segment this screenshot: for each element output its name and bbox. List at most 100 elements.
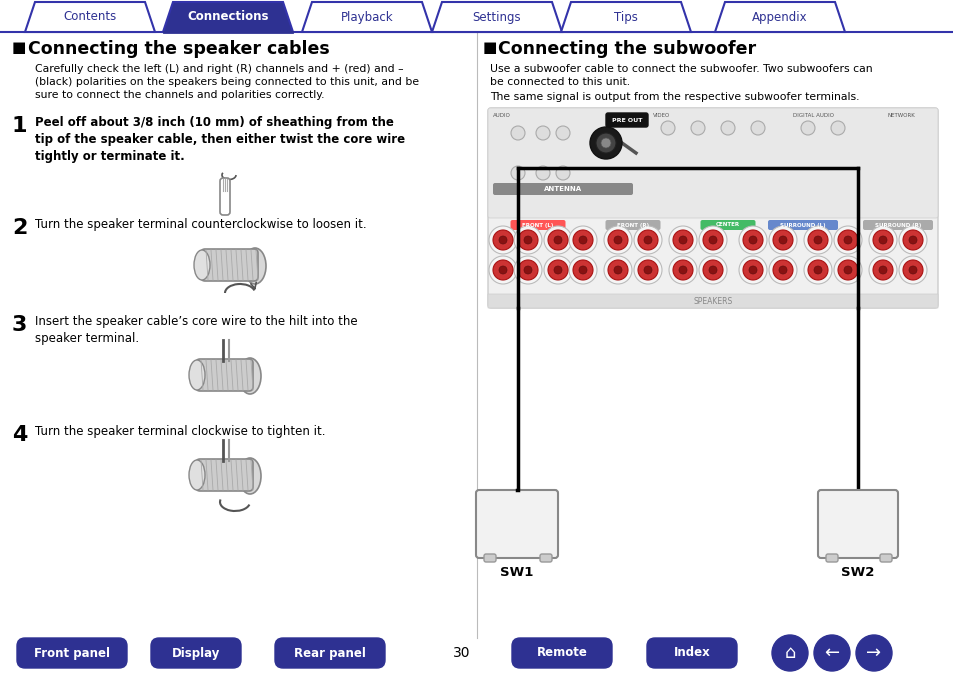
Text: Peel off about 3/8 inch (10 mm) of sheathing from the
tip of the speaker cable, : Peel off about 3/8 inch (10 mm) of sheat… bbox=[35, 116, 405, 163]
FancyBboxPatch shape bbox=[476, 490, 558, 558]
Circle shape bbox=[568, 226, 597, 254]
Circle shape bbox=[573, 260, 593, 280]
Text: 3: 3 bbox=[12, 315, 28, 335]
Circle shape bbox=[556, 126, 569, 140]
Text: SURROUND (R): SURROUND (R) bbox=[874, 223, 921, 227]
Circle shape bbox=[511, 166, 524, 180]
Circle shape bbox=[898, 226, 926, 254]
Text: 30: 30 bbox=[453, 646, 470, 660]
Circle shape bbox=[547, 230, 567, 250]
Circle shape bbox=[843, 236, 851, 244]
FancyBboxPatch shape bbox=[195, 459, 253, 491]
Text: Rear panel: Rear panel bbox=[294, 647, 366, 660]
Circle shape bbox=[868, 256, 896, 284]
Polygon shape bbox=[163, 2, 293, 32]
Circle shape bbox=[872, 260, 892, 280]
FancyBboxPatch shape bbox=[151, 638, 241, 668]
FancyBboxPatch shape bbox=[17, 638, 127, 668]
FancyBboxPatch shape bbox=[817, 490, 897, 558]
FancyBboxPatch shape bbox=[201, 249, 257, 281]
Circle shape bbox=[607, 260, 627, 280]
Text: SW1: SW1 bbox=[499, 566, 533, 579]
FancyBboxPatch shape bbox=[220, 178, 230, 215]
Ellipse shape bbox=[189, 360, 205, 390]
Circle shape bbox=[855, 635, 891, 671]
Circle shape bbox=[739, 226, 766, 254]
Circle shape bbox=[690, 121, 704, 135]
FancyBboxPatch shape bbox=[879, 554, 891, 562]
Circle shape bbox=[833, 256, 862, 284]
Text: CENTER: CENTER bbox=[715, 223, 740, 227]
Text: PRE OUT: PRE OUT bbox=[611, 118, 641, 122]
Circle shape bbox=[578, 236, 586, 244]
Circle shape bbox=[547, 260, 567, 280]
Circle shape bbox=[748, 266, 757, 274]
Circle shape bbox=[813, 266, 821, 274]
Text: VIDEO: VIDEO bbox=[652, 113, 670, 118]
Circle shape bbox=[908, 236, 916, 244]
Circle shape bbox=[489, 226, 517, 254]
Circle shape bbox=[739, 256, 766, 284]
FancyBboxPatch shape bbox=[493, 183, 633, 195]
Circle shape bbox=[638, 230, 658, 250]
Circle shape bbox=[511, 126, 524, 140]
Circle shape bbox=[523, 236, 532, 244]
Circle shape bbox=[556, 166, 569, 180]
Ellipse shape bbox=[193, 250, 210, 280]
Text: Tips: Tips bbox=[614, 11, 638, 24]
Text: ANTENNA: ANTENNA bbox=[543, 186, 581, 192]
Circle shape bbox=[803, 256, 831, 284]
FancyBboxPatch shape bbox=[483, 554, 496, 562]
Text: Front panel: Front panel bbox=[34, 647, 110, 660]
Circle shape bbox=[830, 121, 844, 135]
Circle shape bbox=[498, 236, 506, 244]
FancyBboxPatch shape bbox=[646, 638, 737, 668]
Text: Turn the speaker terminal counterclockwise to loosen it.: Turn the speaker terminal counterclockwi… bbox=[35, 218, 366, 231]
Circle shape bbox=[699, 226, 726, 254]
Text: AUDIO: AUDIO bbox=[493, 113, 511, 118]
FancyBboxPatch shape bbox=[488, 108, 937, 308]
Circle shape bbox=[902, 260, 923, 280]
Circle shape bbox=[493, 230, 513, 250]
Circle shape bbox=[489, 256, 517, 284]
Text: →: → bbox=[865, 644, 881, 662]
Text: Display: Display bbox=[172, 647, 220, 660]
Circle shape bbox=[660, 121, 675, 135]
Text: FRONT (R): FRONT (R) bbox=[617, 223, 648, 227]
FancyBboxPatch shape bbox=[488, 294, 937, 308]
Text: SW2: SW2 bbox=[841, 566, 874, 579]
Circle shape bbox=[807, 260, 827, 280]
Circle shape bbox=[779, 266, 786, 274]
Circle shape bbox=[600, 138, 610, 148]
Circle shape bbox=[607, 230, 627, 250]
Text: Playback: Playback bbox=[340, 11, 393, 24]
Polygon shape bbox=[25, 2, 154, 32]
Circle shape bbox=[801, 121, 814, 135]
Text: Remote: Remote bbox=[536, 647, 587, 660]
Text: Use a subwoofer cable to connect the subwoofer. Two subwoofers can
be connected : Use a subwoofer cable to connect the sub… bbox=[490, 64, 872, 87]
Text: 1: 1 bbox=[12, 116, 28, 136]
Circle shape bbox=[672, 230, 692, 250]
FancyBboxPatch shape bbox=[825, 554, 837, 562]
Polygon shape bbox=[432, 2, 561, 32]
Circle shape bbox=[898, 256, 926, 284]
Circle shape bbox=[908, 266, 916, 274]
Text: Connecting the speaker cables: Connecting the speaker cables bbox=[28, 40, 330, 58]
Circle shape bbox=[833, 226, 862, 254]
Circle shape bbox=[668, 226, 697, 254]
Circle shape bbox=[813, 236, 821, 244]
Circle shape bbox=[493, 260, 513, 280]
Circle shape bbox=[742, 230, 762, 250]
Circle shape bbox=[614, 236, 621, 244]
Ellipse shape bbox=[189, 460, 205, 490]
Circle shape bbox=[568, 256, 597, 284]
Circle shape bbox=[837, 230, 857, 250]
Polygon shape bbox=[560, 2, 690, 32]
Text: Settings: Settings bbox=[472, 11, 520, 24]
Circle shape bbox=[843, 266, 851, 274]
Circle shape bbox=[772, 230, 792, 250]
Circle shape bbox=[708, 266, 717, 274]
Circle shape bbox=[748, 236, 757, 244]
Circle shape bbox=[868, 226, 896, 254]
Circle shape bbox=[578, 266, 586, 274]
